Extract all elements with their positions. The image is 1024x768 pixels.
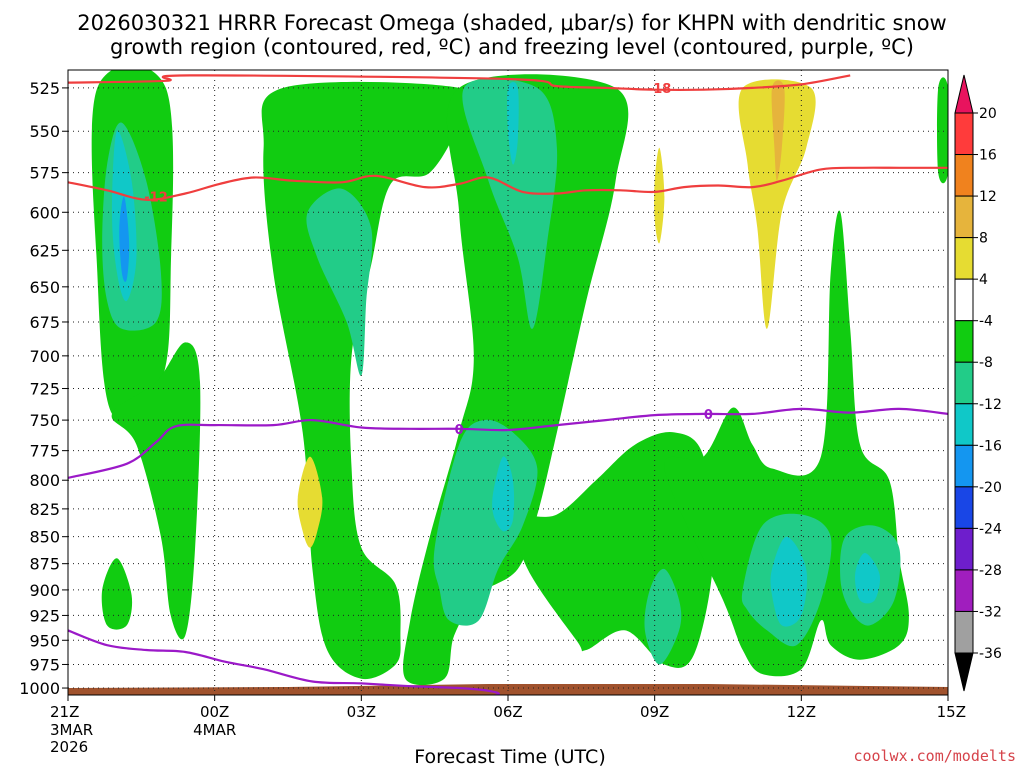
freezing-contour-line — [68, 629, 500, 695]
x-tick-label: 00Z — [200, 703, 229, 721]
dgz-contour-line — [68, 166, 948, 201]
colorbar-label: -4 — [979, 314, 993, 330]
colorbar-label: -24 — [979, 521, 1002, 537]
colorbar-label: 12 — [979, 189, 997, 205]
y-tick-label: 950 — [29, 631, 60, 650]
colorbar-label: 8 — [979, 231, 988, 247]
y-tick-label: 925 — [29, 606, 60, 625]
colorbar: 20 16 12 8 4 -4 -8 -12 -16 -20 -24 -28 -32 -36 — [954, 74, 1002, 692]
y-tick-label: 800 — [29, 471, 60, 490]
y-tick-label: 850 — [29, 528, 60, 547]
colorbar-label: -12 — [979, 397, 1002, 413]
credit-link[interactable]: coolwx.com/modelts — [853, 747, 1016, 765]
y-tick-label: 750 — [29, 411, 60, 430]
omega-region--12 — [433, 419, 538, 626]
freezing-contour-label: 0 — [455, 423, 464, 438]
omega-region--20 — [119, 196, 130, 282]
colorbar-label: -8 — [979, 355, 993, 371]
y-tick-label: 675 — [29, 313, 60, 332]
x-tick-label: 03Z — [347, 703, 376, 721]
x-tick-label: 12Z — [787, 703, 816, 721]
y-axis: 525 550 575 600 625 650 675 700 725 750 775 800 825 8… — [19, 79, 68, 698]
colorbar-label: 20 — [979, 106, 997, 122]
colorbar-label: 16 — [979, 148, 997, 164]
colorbar-segment — [954, 569, 974, 612]
y-tick-label: 900 — [29, 581, 60, 600]
dgz-contour-line — [68, 74, 851, 92]
colorbar-segment — [954, 610, 974, 654]
colorbar-segment — [954, 444, 974, 488]
chart-title-line2: growth region (contoured, red, ºC) and f… — [110, 35, 914, 59]
colorbar-label: -32 — [979, 604, 1002, 620]
x-tick-label: 09Z — [640, 703, 669, 721]
omega-region--12 — [462, 78, 558, 329]
omega-region--16 — [507, 81, 519, 165]
omega-region--16 — [770, 536, 808, 627]
y-tick-label: 550 — [29, 122, 60, 141]
omega-region--8 — [101, 558, 133, 630]
y-tick-label: 600 — [29, 203, 60, 222]
chart-title-line1: 2026030321 HRRR Forecast Omega (shaded, … — [77, 11, 946, 35]
omega-region-8 — [771, 80, 785, 181]
y-tick-label: 775 — [29, 442, 60, 461]
colorbar-label: -16 — [979, 438, 1002, 454]
omega-region--8 — [937, 77, 948, 184]
y-tick-label: 650 — [29, 278, 60, 297]
omega-region--16 — [854, 553, 881, 604]
dgz-contour-label: -12 — [144, 191, 168, 206]
y-tick-label: 975 — [29, 655, 60, 674]
x-tick-label: 21Z — [50, 703, 79, 721]
y-tick-label: 700 — [29, 347, 60, 366]
x-tick-label: 15Z — [937, 703, 966, 721]
omega-region-4 — [738, 79, 816, 329]
x-tick-label: 06Z — [493, 703, 522, 721]
x-tick-date: 3MAR — [50, 721, 93, 739]
colorbar-segment — [954, 527, 974, 571]
contour-lines: -12 -18 0 0 — [68, 74, 948, 695]
y-tick-label: 825 — [29, 500, 60, 519]
colorbar-segment — [954, 154, 974, 197]
omega-region--16 — [492, 456, 515, 532]
omega-region--12 — [306, 188, 373, 376]
colorbar-segment — [954, 486, 974, 529]
y-tick-label: 725 — [29, 380, 60, 399]
freezing-contour-line — [68, 407, 948, 479]
colorbar-segment — [954, 278, 974, 322]
colorbar-label: -36 — [979, 646, 1002, 662]
omega-region--8 — [111, 342, 201, 640]
x-axis-label: Forecast Time (UTC) — [414, 746, 605, 768]
colorbar-segment — [954, 361, 974, 405]
dgz-contour-label: -18 — [648, 82, 672, 97]
y-tick-label: 875 — [29, 555, 60, 574]
colorbar-segment — [954, 112, 974, 156]
colorbar-label: -20 — [979, 480, 1002, 496]
y-tick-label: 525 — [29, 79, 60, 98]
y-tick-label: 1000 — [19, 679, 60, 698]
colorbar-label: -28 — [979, 563, 1002, 579]
omega-region-4 — [297, 456, 323, 548]
colorbar-segment — [954, 403, 974, 446]
colorbar-arrow-bottom — [954, 652, 974, 692]
x-tick-date: 4MAR — [193, 721, 236, 739]
colorbar-segment — [954, 320, 974, 363]
plot-grid — [68, 70, 948, 695]
omega-region-4 — [654, 147, 665, 244]
colorbar-segment — [954, 195, 974, 239]
freezing-contour-label: 0 — [704, 408, 713, 423]
y-tick-label: 625 — [29, 241, 60, 260]
terrain-strip — [68, 684, 948, 695]
colorbar-label: 4 — [979, 272, 988, 288]
colorbar-segment — [954, 237, 974, 280]
omega-shading — [68, 70, 948, 695]
x-tick-year: 2026 — [50, 738, 88, 756]
y-tick-label: 575 — [29, 164, 60, 183]
colorbar-arrow-top — [954, 74, 974, 114]
